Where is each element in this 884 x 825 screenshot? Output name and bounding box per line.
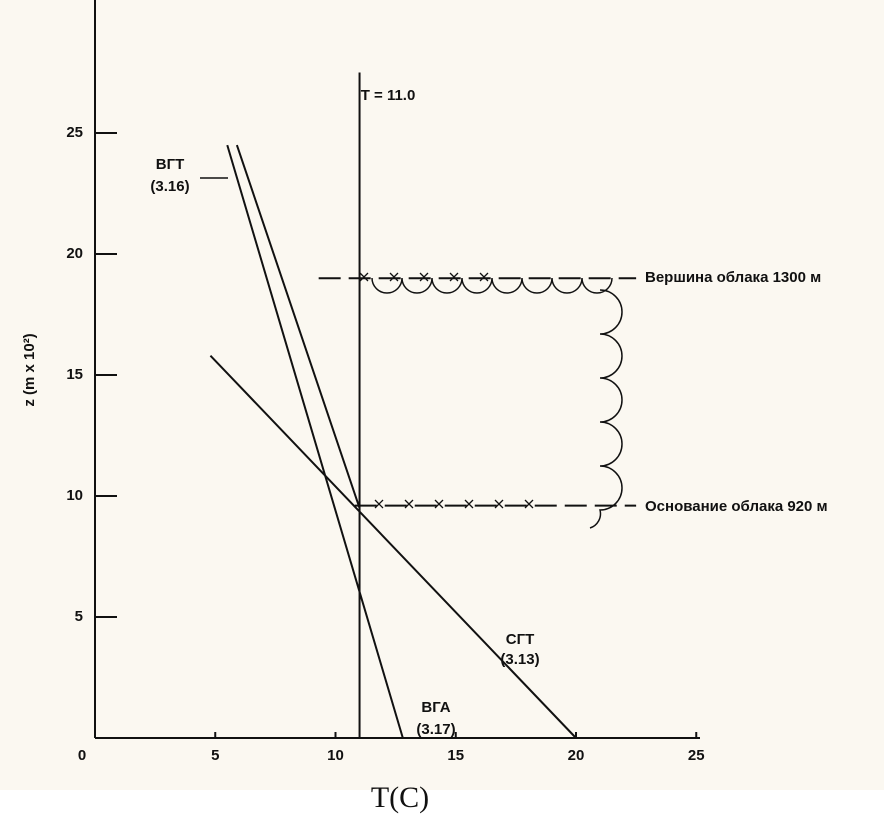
y-tick-label: 5 [75,608,83,625]
cloud-crosses [359,272,534,509]
figure-background [0,0,884,790]
x-tick-label: 5 [211,747,219,764]
x-axis-label: T(C) [371,781,429,814]
series-note: (3.13) [500,651,539,668]
series-label: ВГТ [156,156,185,173]
y-tick-label: 10 [66,487,83,504]
x-tick-label: 25 [688,747,705,764]
series-note: (3.17) [416,721,455,738]
series-line [226,144,404,739]
x-tick-label: 0 [78,747,86,764]
y-tick-label: 15 [66,366,83,383]
series-label: СГТ [506,631,535,648]
series-label: T = 11.0 [361,87,416,104]
series-label: Вершина облака 1300 м [645,269,821,286]
series-line [235,144,361,509]
x-tick-label: 10 [327,747,344,764]
series-label: Основание облака 920 м [645,498,828,515]
series-note: (3.16) [150,178,189,195]
x-tick-label: 15 [447,747,464,764]
y-tick-label: 25 [66,124,83,141]
series-label: ВГА [421,699,450,716]
cloud-outline [371,277,623,529]
series-line [209,354,577,739]
x-tick-label: 20 [568,747,585,764]
y-tick-label: 20 [66,245,83,262]
y-axis-label: z (m x 10²) [21,333,38,406]
